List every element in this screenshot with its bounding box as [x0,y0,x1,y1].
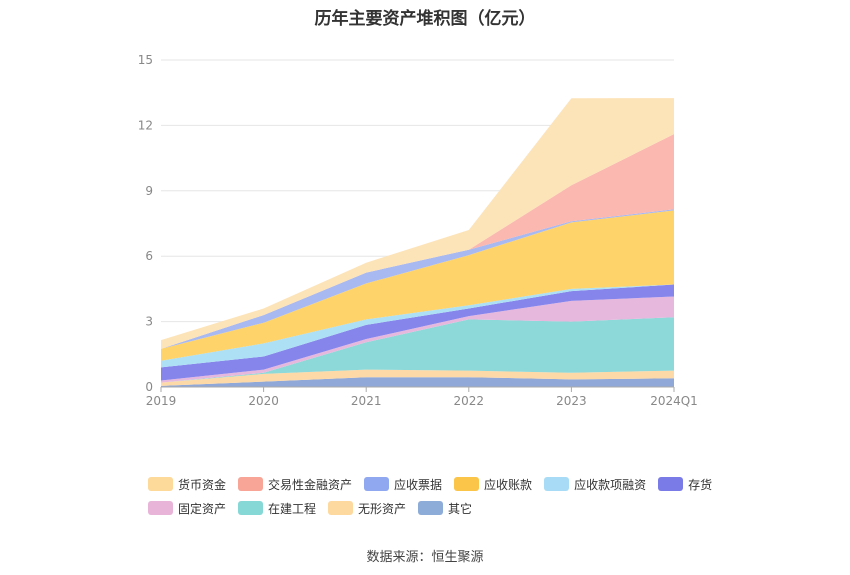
legend-label: 货币资金 [178,476,226,493]
legend-item[interactable]: 应收账款 [454,476,532,493]
legend-swatch [544,477,569,491]
legend-swatch [148,501,173,515]
legend-swatch [148,477,173,491]
legend-item[interactable]: 在建工程 [238,500,316,517]
x-tick-label: 2019 [146,394,177,408]
legend-label: 在建工程 [268,500,316,517]
legend-label: 交易性金融资产 [268,476,352,493]
legend-label: 应收款项融资 [574,476,646,493]
x-tick-label: 2022 [454,394,485,408]
legend-item[interactable]: 货币资金 [148,476,226,493]
y-tick-label: 3 [145,315,153,329]
legend-item[interactable]: 固定资产 [148,500,226,517]
legend-swatch [364,477,389,491]
legend-label: 无形资产 [358,500,406,517]
legend-label: 固定资产 [178,500,226,517]
legend-item[interactable]: 应收款项融资 [544,476,646,493]
legend-label: 应收票据 [394,476,442,493]
x-tick-label: 2021 [351,394,382,408]
x-tick-label: 2024Q1 [650,394,698,408]
legend-swatch [658,477,683,491]
legend-item[interactable]: 交易性金融资产 [238,476,352,493]
stacked-area-chart: 0 3 6 9 12 15 2019 2020 2021 2022 2023 2024Q1 [0,0,850,470]
y-tick-label: 12 [138,118,153,132]
data-source-note: 数据来源：恒生聚源 [0,546,850,565]
y-tick-label: 15 [138,53,153,67]
x-tick-label: 2023 [556,394,587,408]
legend-item[interactable]: 应收票据 [364,476,442,493]
legend-label: 存货 [688,476,712,493]
legend-swatch [418,501,443,515]
legend-label: 其它 [448,500,472,517]
legend-swatch [238,477,263,491]
y-tick-label: 0 [145,380,153,394]
legend-row: 固定资产 在建工程 无形资产 其它 [148,496,728,520]
legend-swatch [328,501,353,515]
chart-container: 历年主要资产堆积图（亿元） 0 3 6 9 12 15 2019 2020 2021 2022 20… [0,0,850,575]
legend-swatch [454,477,479,491]
y-tick-label: 9 [145,184,153,198]
chart-legend: 货币资金 交易性金融资产 应收票据 应收账款 应收款项融资 存货固定资产 在建工程 无形资产 其… [148,472,728,520]
legend-swatch [238,501,263,515]
legend-label: 应收账款 [484,476,532,493]
legend-item[interactable]: 其它 [418,500,472,517]
legend-item[interactable]: 存货 [658,476,712,493]
legend-item[interactable]: 无形资产 [328,500,406,517]
x-tick-label: 2020 [248,394,279,408]
y-tick-label: 6 [145,249,153,263]
legend-row: 货币资金 交易性金融资产 应收票据 应收账款 应收款项融资 存货 [148,472,728,496]
